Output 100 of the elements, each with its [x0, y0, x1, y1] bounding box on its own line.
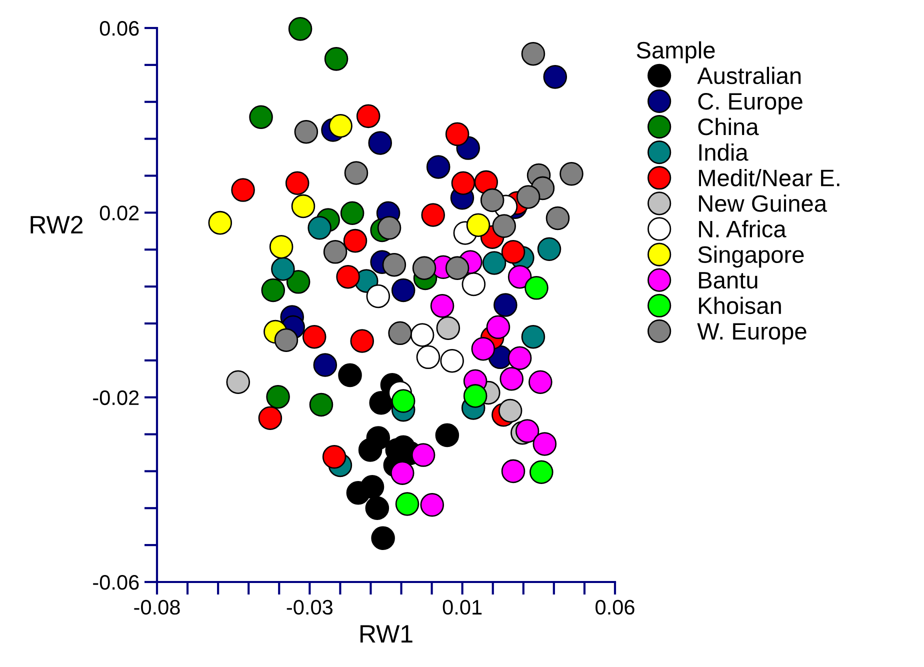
point	[501, 459, 526, 484]
point	[560, 162, 584, 186]
point	[435, 423, 460, 448]
point	[291, 194, 316, 218]
point	[395, 492, 420, 516]
y-tick-label: 0.02	[100, 206, 139, 220]
legend-label: China	[698, 118, 759, 136]
legend-label: Medit/Near E.	[699, 169, 840, 186]
point	[369, 390, 393, 415]
point	[463, 384, 488, 408]
point	[508, 346, 532, 370]
point	[532, 432, 557, 456]
point	[445, 122, 470, 146]
point	[500, 366, 524, 391]
point	[274, 328, 298, 352]
legend-label: N. Africa	[699, 220, 786, 238]
point	[368, 131, 392, 155]
point	[543, 65, 568, 89]
point	[515, 419, 540, 443]
y-axis-title: RW2	[30, 216, 83, 234]
point	[466, 213, 490, 238]
point	[528, 370, 552, 394]
point	[494, 293, 518, 317]
point	[258, 406, 282, 430]
point	[261, 278, 286, 302]
point	[377, 216, 402, 240]
point	[498, 398, 522, 423]
point	[366, 284, 390, 308]
point	[521, 42, 546, 66]
point	[323, 240, 348, 264]
point	[471, 336, 496, 361]
legend-title: Sample	[636, 41, 715, 64]
point	[226, 370, 250, 394]
legend-label: W. Europe	[697, 323, 806, 344]
point	[482, 251, 506, 275]
point	[266, 384, 290, 409]
y-tick-label: 0.06	[100, 21, 139, 36]
x-tick-label: -0.03	[286, 600, 333, 615]
legend-label: New Guinea	[699, 194, 828, 212]
x-tick-label: 0.06	[596, 600, 634, 615]
point	[426, 155, 450, 179]
point	[537, 237, 562, 262]
point	[365, 496, 390, 520]
point	[302, 324, 326, 349]
point	[420, 493, 444, 517]
point	[208, 210, 232, 235]
point	[436, 316, 460, 340]
point	[430, 294, 454, 318]
point	[388, 321, 412, 346]
point	[231, 178, 255, 202]
point	[508, 264, 532, 289]
point	[451, 171, 476, 196]
point	[474, 170, 498, 194]
point	[530, 460, 554, 484]
point	[521, 324, 546, 349]
point	[546, 206, 570, 230]
y-tick-label: -0.06	[93, 575, 139, 590]
point	[271, 257, 295, 281]
point	[340, 201, 364, 226]
point	[313, 353, 338, 377]
point	[249, 105, 273, 129]
point	[390, 461, 414, 485]
x-tick-label: 0.01	[442, 600, 482, 615]
point	[336, 264, 360, 289]
point	[309, 392, 334, 417]
y-tick-label: -0.02	[93, 390, 139, 406]
point	[421, 203, 445, 227]
point	[294, 120, 318, 144]
point	[501, 240, 526, 264]
point	[492, 214, 516, 238]
point	[356, 104, 380, 128]
point	[486, 315, 510, 340]
point	[358, 438, 382, 462]
legend-label: India	[699, 143, 748, 161]
legend-label: Singapore	[698, 246, 804, 268]
point	[411, 443, 436, 467]
x-axis-title: RW1	[360, 625, 412, 642]
point	[382, 252, 406, 277]
point	[343, 228, 368, 253]
point	[338, 363, 362, 388]
point	[371, 526, 395, 550]
legend-label: Khoisan	[699, 296, 781, 314]
point	[322, 444, 346, 469]
point	[412, 256, 436, 280]
point	[524, 276, 548, 300]
point	[288, 17, 312, 41]
point	[328, 114, 352, 138]
point	[360, 475, 384, 499]
point	[308, 216, 332, 240]
point	[286, 270, 310, 294]
point	[480, 188, 504, 212]
legend-label: Bantu	[699, 272, 758, 289]
point	[324, 47, 348, 71]
point	[516, 185, 540, 209]
point	[391, 389, 416, 413]
point	[269, 234, 294, 259]
point	[350, 329, 374, 353]
point	[391, 278, 416, 302]
legend-label: C. Europe	[698, 92, 802, 114]
point	[344, 161, 368, 185]
